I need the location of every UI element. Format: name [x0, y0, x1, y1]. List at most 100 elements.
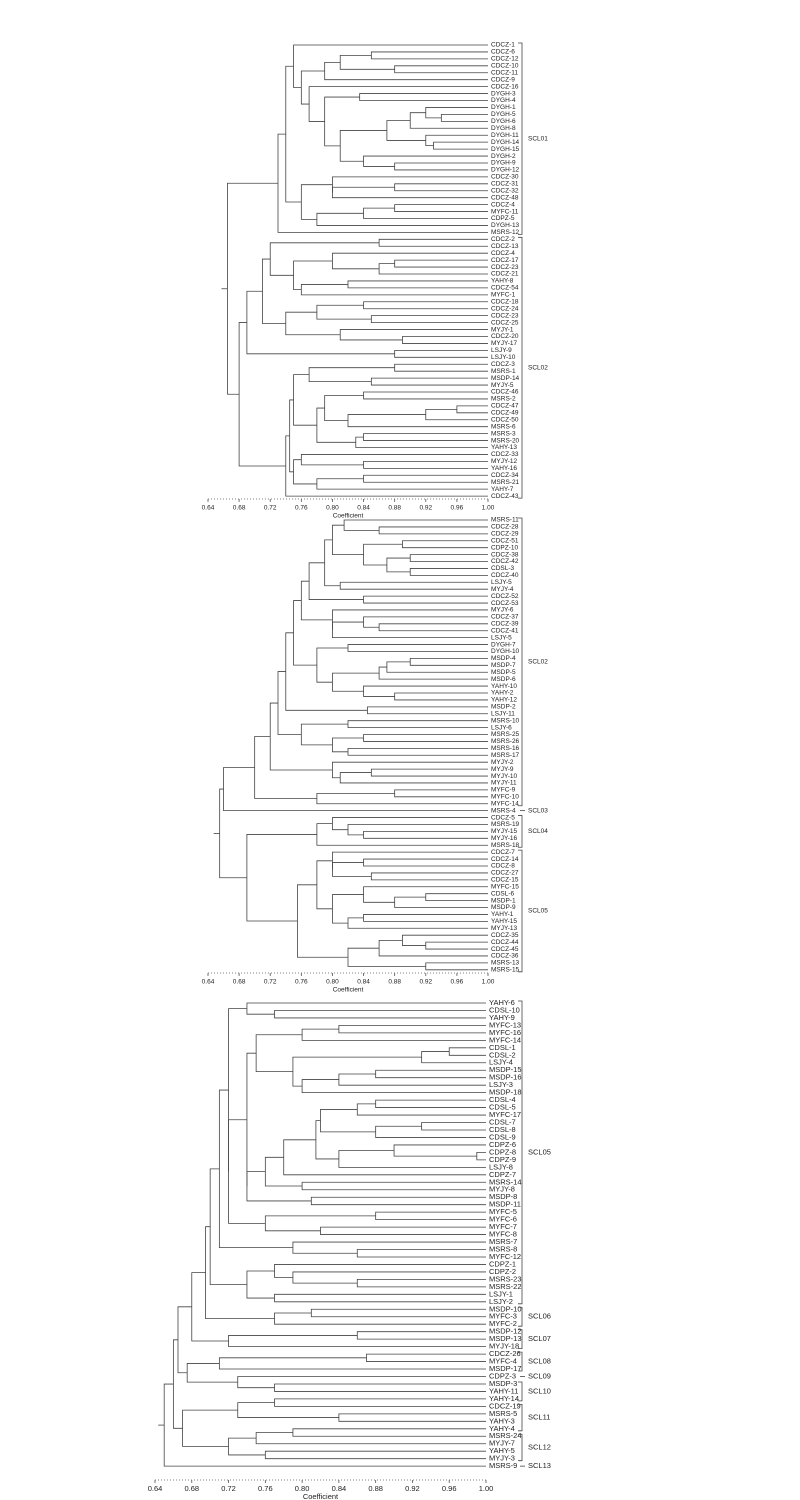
branch	[338, 1150, 486, 1168]
leaf-label: MSDP-18	[489, 1088, 522, 1097]
branch	[363, 433, 488, 441]
branch	[264, 1450, 486, 1460]
leaf-label: CDCZ-10	[491, 63, 519, 70]
cluster-bracket	[518, 1306, 523, 1327]
x-tick-label: 0.84	[332, 1484, 347, 1493]
branch	[301, 1181, 486, 1191]
branch	[363, 155, 488, 167]
branch	[347, 947, 426, 967]
branch	[300, 284, 488, 296]
leaf-label: CDCZ-25	[491, 319, 519, 326]
leaf-label: MSRS-6	[491, 423, 516, 430]
branch	[292, 1241, 486, 1254]
leaf-label: YAHY-4	[489, 1424, 515, 1433]
leaf-label: DYGH-1	[491, 104, 516, 111]
leaf-label: CDPZ-2	[489, 1267, 516, 1276]
leaf-label: LSJY-5	[491, 634, 512, 641]
branch	[394, 259, 488, 268]
leaf-label: MYJY-15	[491, 828, 518, 835]
leaf-label: MYJY-1	[491, 326, 514, 333]
x-tick-label: 0.80	[326, 505, 339, 512]
branch	[363, 886, 488, 903]
branch	[375, 1211, 486, 1221]
leaf-label: DYGH-9	[491, 160, 516, 167]
branch	[394, 183, 488, 192]
branch	[370, 51, 488, 60]
branch	[269, 242, 380, 276]
leaf-label: MSDP-1	[491, 897, 516, 904]
branch	[163, 1383, 486, 1467]
branch	[218, 1357, 486, 1370]
leaf-label: CDCZ-2	[491, 236, 515, 243]
branch	[324, 61, 488, 81]
cluster-label: SCL08	[528, 1357, 551, 1366]
branch	[394, 65, 488, 74]
leaf-label: YAHY-11	[489, 1386, 518, 1395]
leaf-label: CDCZ-29	[491, 531, 519, 538]
leaf-label: CDCZ-49	[491, 410, 519, 417]
branch	[347, 280, 488, 289]
branch	[332, 761, 488, 779]
branch	[237, 1376, 486, 1389]
leaf-label: MYJY-17	[491, 340, 518, 347]
branch	[308, 562, 364, 600]
x-tick-label: 0.68	[233, 505, 246, 512]
leaf-label: CDCZ-35	[491, 932, 519, 939]
branch	[425, 962, 488, 971]
leaf-label: DYGH-14	[491, 139, 520, 146]
branch	[409, 568, 488, 576]
leaf-label: LSJY-10	[491, 354, 516, 361]
leaf-label: MSDP-11	[489, 1200, 521, 1209]
x-tick-label: 1.00	[482, 979, 495, 986]
cluster-bracket	[518, 1433, 523, 1462]
leaf-label: CDCZ-18	[491, 298, 519, 305]
leaf-label: CDCZ-45	[491, 946, 519, 953]
leaf-label: DYGH-10	[491, 648, 520, 655]
cluster-label: SCL10	[528, 1386, 551, 1395]
cluster-label: SCL06	[528, 1312, 551, 1321]
branch	[402, 540, 488, 549]
leaf-label: YAHY-16	[491, 465, 517, 472]
branch	[394, 162, 488, 171]
branch	[332, 609, 488, 630]
branch	[448, 1047, 486, 1056]
branch	[363, 543, 403, 566]
branch	[378, 666, 488, 680]
leaf-label: CDCZ-39	[491, 621, 519, 628]
leaf-label: MSRS-13	[491, 960, 520, 967]
branch	[363, 914, 488, 922]
leaf-label: DYGH-13	[491, 222, 520, 229]
leaf-label: MSRS-18	[491, 842, 520, 849]
branch	[339, 55, 395, 70]
cluster-label: SCL09	[528, 1371, 551, 1380]
branch	[310, 1196, 486, 1206]
branch	[366, 1353, 486, 1362]
leaf-label: CDCZ-15	[491, 877, 519, 884]
branch	[255, 1034, 303, 1073]
leaf-label: CDCZ-9	[491, 76, 515, 83]
leaf-label: LSJY-3	[489, 1080, 513, 1089]
branch	[393, 1144, 486, 1157]
branch	[425, 408, 488, 421]
branch	[177, 1306, 192, 1374]
branch	[277, 671, 302, 735]
leaf-label: YAHY-7	[491, 486, 514, 493]
branch	[332, 252, 488, 270]
leaf-label: MSRS-7	[489, 1237, 517, 1246]
branch	[394, 692, 488, 701]
branch	[315, 1120, 339, 1160]
leaf-label: CDCZ-46	[491, 389, 519, 396]
x-tick-label: 0.68	[184, 1484, 199, 1493]
branch	[316, 647, 348, 683]
leaf-label: MSRS-14	[489, 1177, 522, 1186]
branch	[316, 478, 488, 490]
leaf-label: MYJY-11	[491, 780, 517, 787]
x-axis-label: Coefficient	[303, 1492, 339, 1500]
branch	[285, 311, 341, 336]
leaf-label: CDSL-6	[491, 890, 515, 897]
branch	[347, 720, 488, 728]
leaf-label: MYFC-2	[489, 1319, 517, 1328]
branch	[274, 1264, 486, 1278]
leaf-label: CDCZ-16	[491, 83, 519, 90]
leaf-label: MSRS-12	[491, 229, 520, 236]
